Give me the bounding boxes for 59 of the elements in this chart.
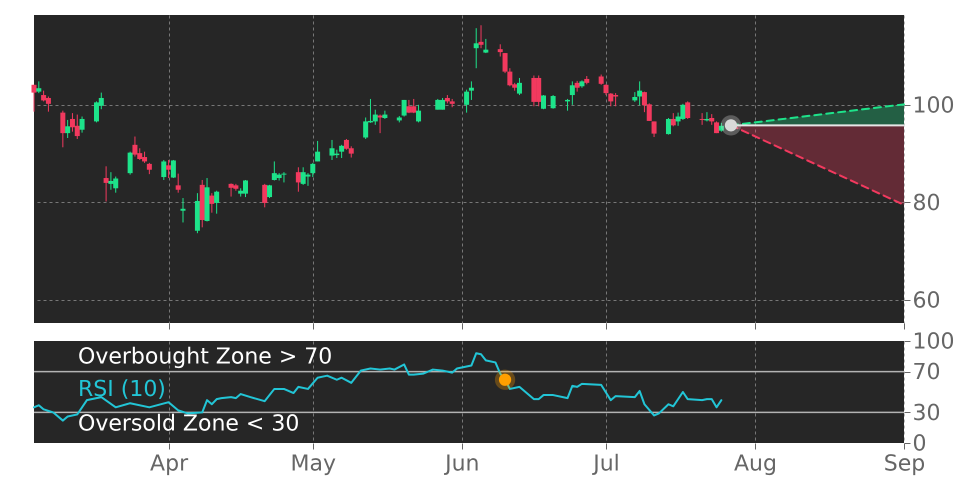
ref-line-label: Overbought Zone > 70	[78, 344, 332, 370]
x-tick-label: Jul	[591, 452, 620, 476]
candlestick	[170, 159, 176, 179]
y-tick-label: 100	[912, 330, 954, 354]
x-tick-label: Aug	[734, 452, 777, 476]
candlestick	[565, 98, 570, 112]
candlestick	[700, 112, 705, 126]
series-label: RSI (10)	[78, 377, 166, 402]
candlestick	[652, 120, 657, 138]
y-tick-label: 30	[912, 400, 940, 426]
candlestick	[670, 112, 676, 127]
candlestick	[704, 112, 710, 122]
candlestick	[80, 116, 85, 134]
candlestick	[128, 151, 133, 176]
candlestick	[36, 80, 42, 94]
candlestick	[296, 166, 301, 192]
x-tick-label: May	[290, 452, 336, 476]
candlestick	[104, 166, 109, 202]
x-tick-label: Jun	[443, 452, 480, 476]
y-tick-label: 100	[912, 93, 954, 118]
candlestick	[378, 114, 383, 134]
candlestick	[262, 183, 268, 208]
candlestick	[516, 77, 522, 96]
candlestick	[310, 162, 316, 178]
y-tick-label: 70	[912, 360, 940, 386]
candlestick	[498, 44, 503, 57]
candlestick	[685, 100, 690, 120]
x-tick-label: Apr	[150, 452, 190, 476]
candlestick	[166, 159, 172, 179]
candlestick	[146, 162, 152, 175]
y-tick-label: 80	[912, 190, 940, 216]
candlestick	[468, 80, 474, 100]
y-tick-label: 60	[912, 288, 940, 314]
candlestick	[464, 89, 470, 114]
candlestick	[574, 80, 580, 92]
candlestick	[483, 38, 488, 54]
candlestick	[161, 159, 166, 180]
candlestick	[478, 24, 484, 49]
candlestick	[666, 117, 671, 136]
candlestick	[603, 84, 608, 96]
candlestick	[541, 94, 546, 110]
candlestick	[267, 184, 272, 199]
candlestick	[416, 104, 422, 123]
candlestick	[60, 110, 66, 148]
candlestick	[214, 190, 220, 214]
candlestick	[209, 192, 214, 214]
candlestick	[402, 99, 407, 118]
candlestick	[65, 119, 70, 139]
candlestick	[598, 74, 604, 86]
candlestick	[570, 80, 575, 106]
candlestick	[315, 140, 320, 162]
candlestick	[502, 52, 508, 74]
candlestick	[281, 172, 286, 183]
candlestick	[176, 173, 181, 194]
candlestick	[474, 28, 479, 69]
candlestick	[32, 84, 36, 112]
candlestick	[550, 94, 556, 110]
candlestick	[709, 114, 714, 126]
ref-line-label: Oversold Zone < 30	[78, 411, 300, 436]
